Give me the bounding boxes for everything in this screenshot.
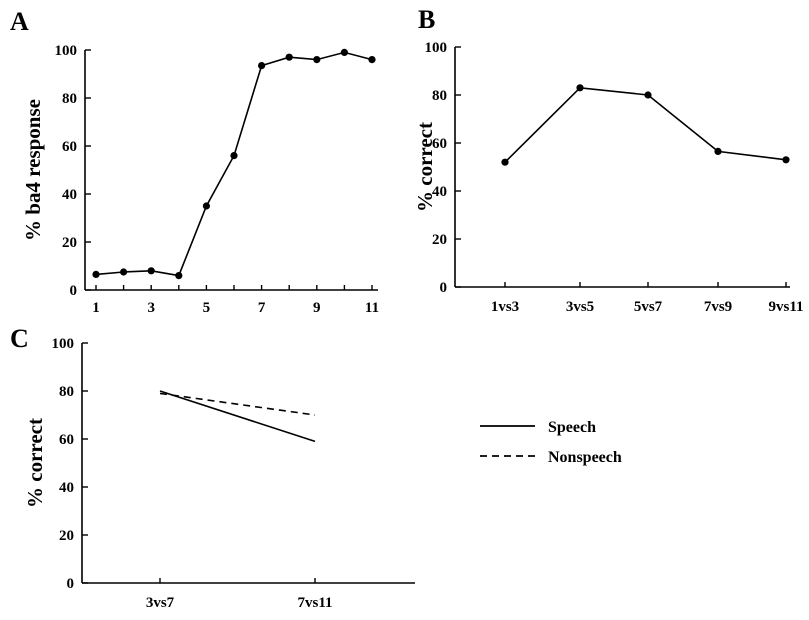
panel-a-x-tick-label: 7 — [258, 300, 266, 316]
panel-b-y-tick-label: 0 — [440, 280, 448, 296]
panel-b-letter: B — [418, 5, 435, 34]
panel-a-data-point — [258, 62, 266, 70]
panel-c-y-tick-label: 20 — [59, 528, 74, 544]
panel-c-y-tick-label: 40 — [59, 480, 74, 496]
panel-c-y-tick-label: 100 — [52, 336, 75, 352]
panel-c-letter: C — [10, 324, 29, 353]
panel-b-y-tick-label: 20 — [432, 232, 447, 248]
panel-a-series-line-0 — [95, 51, 373, 277]
panel-b-y-tick-label: 60 — [432, 136, 447, 152]
panel-b-y-tick-label: 40 — [432, 184, 447, 200]
panel-a-x-tick-label: 3 — [147, 300, 155, 316]
panel-a-x-tick-label: 9 — [313, 300, 321, 316]
panel-a-y-tick-label: 20 — [62, 235, 77, 251]
panel-a-y-tick-label: 0 — [70, 283, 78, 299]
panel-b-x-tick-label: 3vs5 — [566, 299, 594, 315]
panel-a-data-point — [202, 202, 210, 210]
panel-a-data-point — [368, 56, 376, 64]
panel-b-data-point — [782, 156, 790, 164]
panel-c-x-tick-label: 7vs11 — [297, 595, 332, 611]
panel-c-series-line-nonspeech — [159, 392, 316, 416]
panel-c-y-tick-label: 60 — [59, 432, 74, 448]
panel-a-x-tick-label: 1 — [92, 300, 100, 316]
panel-a-data-point — [230, 152, 238, 160]
panel-c-series-line-speech — [159, 390, 316, 443]
panel-c-y-axis-label: % correct — [23, 418, 47, 508]
panel-a-y-tick-label: 80 — [62, 91, 77, 107]
panel-a-data-point — [175, 272, 183, 280]
panel-b-x-tick-label: 7vs9 — [704, 299, 732, 315]
panel-a-data-point — [285, 53, 293, 61]
panel-b-x-tick-label: 1vs3 — [491, 299, 519, 315]
panel-c-x-tick-label: 3vs7 — [146, 595, 175, 611]
panel-b-x-tick-label: 9vs11 — [768, 299, 803, 315]
panel-a-x-tick-label: 11 — [365, 300, 379, 316]
panel-b-y-tick-label: 100 — [425, 40, 448, 56]
panel-a-letter: A — [10, 7, 29, 36]
panel-a-data-point — [120, 268, 128, 276]
panel-a-x-tick-label: 5 — [203, 300, 211, 316]
panel-a-data-point — [340, 48, 348, 57]
panel-c-y-tick-label: 80 — [59, 384, 74, 400]
panel-b-x-tick-label: 5vs7 — [634, 299, 663, 315]
panel-c-y-tick-label: 0 — [67, 576, 75, 592]
panel-a-data-point — [92, 270, 100, 278]
panel-a-data-point — [147, 267, 155, 275]
panel-c-legend-label-nonspeech: Nonspeech — [548, 449, 622, 466]
panel-c-legend-label-speech: Speech — [548, 419, 596, 436]
panel-a-y-axis-label: % ba4 response — [21, 99, 45, 241]
panel-a-y-tick-label: 40 — [62, 187, 77, 203]
panel-b-y-axis-label: % correct — [413, 122, 437, 212]
panel-a-y-tick-label: 60 — [62, 139, 77, 155]
panel-a-y-tick-label: 100 — [55, 43, 78, 59]
panel-b-data-point — [644, 91, 652, 99]
panel-b-series-line-0 — [504, 86, 787, 163]
panel-b-y-tick-label: 80 — [432, 88, 447, 104]
panel-b-data-point — [576, 84, 584, 92]
panel-a-data-point — [313, 56, 321, 64]
panel-b-data-point — [714, 147, 722, 155]
panel-b-data-point — [501, 158, 509, 166]
